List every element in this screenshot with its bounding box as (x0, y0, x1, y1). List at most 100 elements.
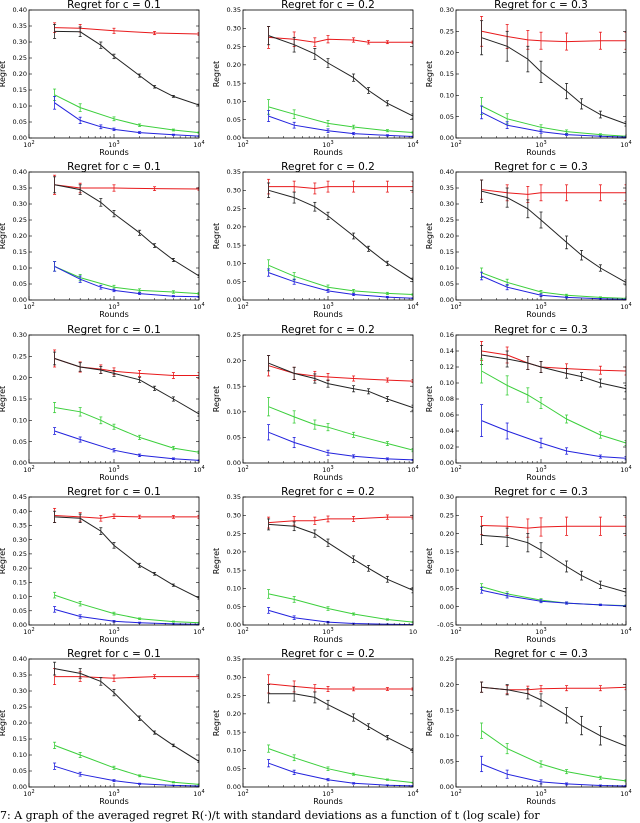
y-tick-label: 0.20 (13, 564, 27, 572)
x-tick-label: 102 (237, 789, 248, 798)
series-line-green (268, 748, 413, 784)
x-axis-label: Rounds (313, 148, 342, 157)
y-tick-label: 0.30 (13, 536, 27, 544)
series-line-black (54, 184, 199, 277)
plot-area (267, 674, 413, 787)
chart-panel: Regret for c = 0.2 0.00 0.05 0.10 0.15 0.20 0.… (212, 0, 419, 157)
y-tick-label: 0.30 (440, 493, 454, 501)
series-line-blue (481, 763, 626, 787)
x-tick-label: 102 (450, 140, 461, 149)
y-tick-label: 0.00 (440, 459, 454, 467)
series-line-red (481, 525, 626, 529)
series-line-green (54, 94, 199, 134)
x-tick-label: 103 (535, 465, 546, 474)
series-line-green (268, 264, 413, 295)
series-line-blue (481, 275, 626, 300)
y-tick-label: 0.14 (440, 347, 454, 355)
x-axis-label: Rounds (99, 473, 128, 482)
y-tick-label: 0.00 (227, 459, 241, 467)
series-line-red (268, 365, 413, 382)
y-tick-label: 0.15 (227, 241, 241, 249)
chart-title: Regret for c = 0.3 (494, 324, 588, 336)
x-tick-label: 104 (620, 789, 631, 798)
y-tick-label: 0.35 (227, 655, 241, 663)
y-axis-label: Regret (0, 223, 7, 249)
plot-area (267, 514, 413, 625)
series-line-green (481, 586, 626, 607)
y-tick-label: 0.30 (227, 24, 241, 32)
y-axis-label: Regret (0, 548, 7, 574)
y-tick-label: 0.25 (227, 331, 241, 339)
y-axis-label: Regret (212, 386, 221, 412)
y-tick-label: 0.30 (227, 673, 241, 681)
y-tick-label: 0.25 (440, 511, 454, 519)
x-tick-label: 104 (620, 465, 631, 474)
y-tick-label: 0.05 (13, 280, 27, 288)
y-axis-label: Regret (0, 386, 7, 412)
y-tick-label: 0.30 (13, 687, 27, 695)
y-axis-label: Regret (425, 710, 434, 736)
series-line-blue (268, 609, 413, 625)
y-tick-label: 0.10 (13, 264, 27, 272)
caption-math-r: R (191, 809, 200, 822)
chart-title: Regret for c = 0.1 (67, 0, 161, 11)
series-line-black (268, 523, 413, 591)
y-tick-label: 0.05 (13, 767, 27, 775)
x-tick-label: 102 (23, 140, 34, 149)
y-tick-label: 0.25 (227, 43, 241, 51)
plot-area (480, 15, 626, 138)
y-tick-label: 0.15 (440, 248, 454, 256)
y-tick-label: 0.00 (13, 783, 27, 791)
y-tick-label: 0.05 (13, 607, 27, 615)
y-axis-label: Regret (425, 548, 434, 574)
y-tick-label: 0.02 (440, 443, 454, 451)
y-tick-label: 0.25 (13, 703, 27, 711)
series-line-green (268, 406, 413, 451)
chart-panel: Regret for c = 0.1 0.00 0.05 0.10 0.15 0.20 0.… (0, 161, 205, 319)
plot-area (267, 355, 413, 461)
y-tick-label: 0.10 (227, 408, 241, 416)
y-tick-label: 0.35 (227, 168, 241, 176)
y-tick-label: 0.25 (13, 353, 27, 361)
series-line-black (268, 189, 413, 281)
plot-area (53, 22, 199, 137)
series-line-red (268, 36, 413, 43)
y-tick-label: 0.10 (227, 747, 241, 755)
series-line-red (481, 30, 626, 43)
y-tick-label: 0.00 (13, 134, 27, 142)
x-tick-label: 104 (407, 140, 418, 149)
y-tick-label: 0.45 (13, 493, 27, 501)
x-axis-label: Rounds (99, 797, 128, 806)
x-tick-label: 102 (450, 465, 461, 474)
x-tick-label: 103 (322, 140, 333, 149)
y-tick-label: 0.15 (227, 79, 241, 87)
chart-panel: Regret for c = 0.3 0.00 0.05 0.10 0.15 0.20 0.… (425, 0, 632, 157)
y-tick-label: 0.10 (227, 585, 241, 593)
x-tick-label: 103 (108, 140, 119, 149)
x-tick-label: 102 (237, 140, 248, 149)
x-tick-label: 103 (535, 789, 546, 798)
x-tick-label: 104 (620, 302, 631, 311)
x-axis-label: Rounds (313, 635, 342, 644)
x-axis-label: Rounds (99, 148, 128, 157)
y-axis-label: Regret (0, 61, 7, 87)
series-line-blue (54, 608, 199, 625)
y-tick-label: 0.00 (13, 459, 27, 467)
x-tick-label: 102 (450, 302, 461, 311)
x-tick-label: 102 (23, 302, 34, 311)
y-tick-label: 0.15 (13, 248, 27, 256)
y-axis-label: Regret (425, 386, 434, 412)
plot-area (480, 681, 626, 787)
x-axis-label: Rounds (313, 473, 342, 482)
series-line-black (54, 668, 199, 762)
chart-title: Regret for c = 0.3 (494, 648, 588, 660)
y-tick-label: 0.05 (440, 585, 454, 593)
y-tick-label: 0.15 (13, 86, 27, 94)
x-tick-label: 102 (23, 627, 34, 636)
series-line-green (54, 407, 199, 453)
y-tick-label: 0.25 (13, 54, 27, 62)
x-tick-label: 102 (450, 627, 461, 636)
y-axis-label: Regret (0, 710, 7, 736)
y-tick-label: 0.30 (440, 200, 454, 208)
